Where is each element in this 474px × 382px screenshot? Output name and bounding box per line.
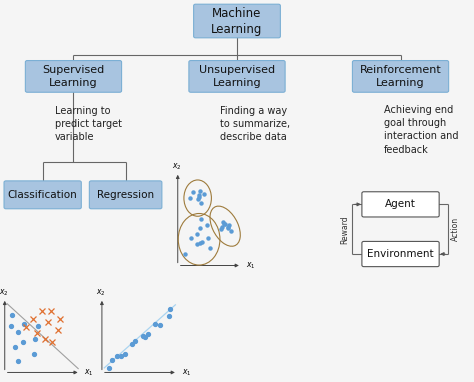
FancyBboxPatch shape (362, 192, 439, 217)
FancyBboxPatch shape (4, 181, 82, 209)
Text: Agent: Agent (385, 199, 416, 209)
Text: Finding a way
to summarize,
describe data: Finding a way to summarize, describe dat… (220, 106, 291, 142)
Text: $x_2$: $x_2$ (96, 288, 105, 298)
Text: $x_2$: $x_2$ (172, 162, 181, 172)
FancyBboxPatch shape (193, 4, 280, 38)
FancyBboxPatch shape (362, 241, 439, 267)
Text: Classification: Classification (8, 190, 78, 200)
FancyBboxPatch shape (25, 60, 121, 92)
Text: $x_1$: $x_1$ (246, 260, 255, 271)
Text: $x_2$: $x_2$ (0, 288, 8, 298)
FancyBboxPatch shape (189, 60, 285, 92)
FancyBboxPatch shape (352, 60, 448, 92)
Text: Learning to
predict target
variable: Learning to predict target variable (55, 106, 121, 142)
Text: Reinforcement
Learning: Reinforcement Learning (360, 65, 441, 87)
Text: $x_1$: $x_1$ (84, 367, 94, 378)
FancyBboxPatch shape (89, 181, 162, 209)
Text: Achieving end
goal through
interaction and
feedback: Achieving end goal through interaction a… (384, 105, 458, 155)
Text: Environment: Environment (367, 249, 434, 259)
Text: Unsupervised
Learning: Unsupervised Learning (199, 65, 275, 87)
Text: Supervised
Learning: Supervised Learning (42, 65, 105, 87)
Text: Action: Action (451, 217, 460, 241)
Text: Regression: Regression (97, 190, 154, 200)
Text: Reward: Reward (340, 215, 349, 243)
Text: $x_1$: $x_1$ (182, 367, 191, 378)
Text: Machine
Learning: Machine Learning (211, 6, 263, 36)
